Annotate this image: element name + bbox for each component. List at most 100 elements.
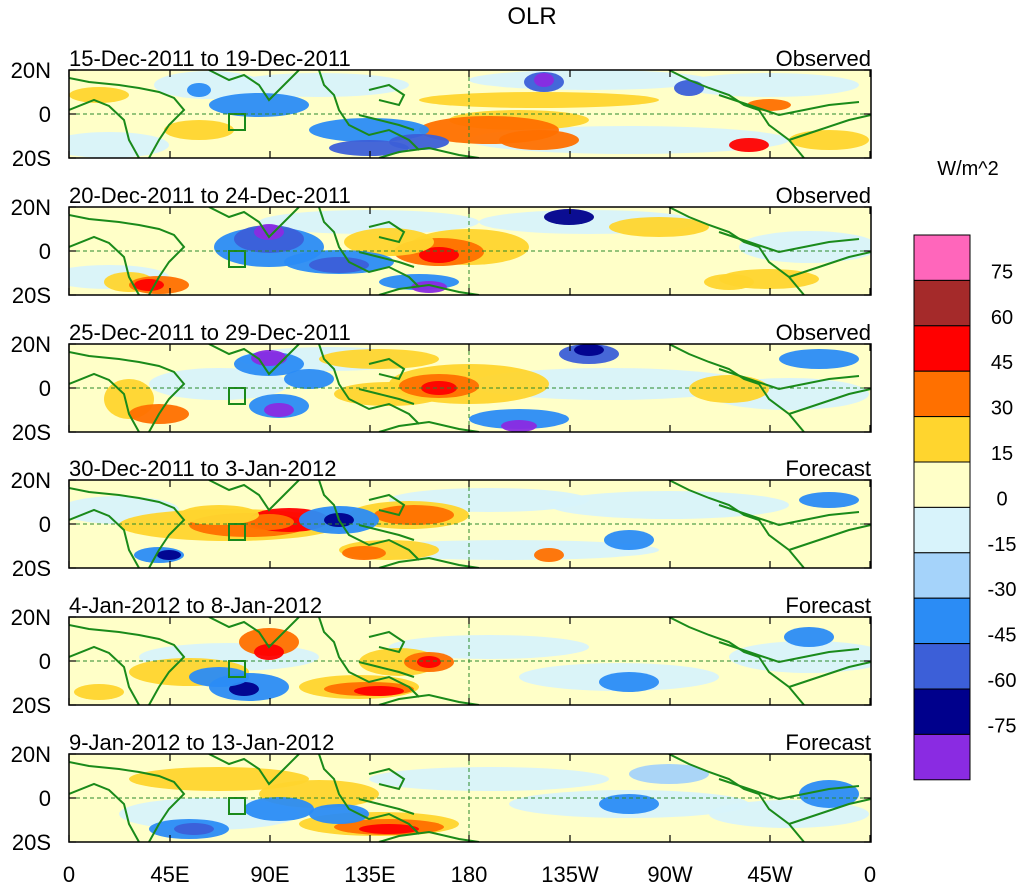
panel-kind: Forecast: [785, 730, 871, 755]
anomaly-contour: [679, 73, 859, 97]
coastline: [788, 388, 871, 415]
anomaly-contour: [604, 530, 654, 550]
anomaly-contour: [134, 279, 164, 291]
coastline: [368, 767, 406, 791]
lat-label: 0: [39, 649, 51, 674]
lat-label: 0: [39, 786, 51, 811]
anomaly-contour: [689, 375, 769, 403]
anomaly-contour: [417, 656, 441, 668]
coastline: [668, 70, 805, 158]
lat-label: 20N: [11, 195, 51, 220]
map-area: [69, 617, 871, 705]
coastline: [368, 220, 406, 244]
panel-2: 20-Dec-2011 to 24-Dec-2011 Observed 20N 0 20…: [11, 183, 872, 308]
panel-date-range: 9-Jan-2012 to 13-Jan-2012: [69, 730, 334, 755]
anomaly-contour: [179, 505, 259, 525]
coastline: [318, 344, 420, 425]
lon-label: 45W: [747, 862, 792, 887]
coastline: [378, 146, 480, 158]
anomaly-contour: [359, 540, 659, 560]
anomaly-contour: [799, 492, 859, 508]
lat-label: 20S: [12, 556, 51, 581]
coastline: [358, 388, 415, 405]
lon-label: 0: [63, 862, 75, 887]
coastline: [378, 693, 480, 705]
lat-label: 20S: [12, 693, 51, 718]
anomaly-contour: [389, 134, 449, 150]
anomaly-contour: [309, 804, 369, 824]
anomaly-contour: [157, 550, 181, 560]
anomaly-contour: [704, 274, 754, 290]
anomaly-contour: [629, 764, 709, 784]
colorbar-swatch: [913, 552, 971, 599]
anomaly-contour: [129, 767, 309, 791]
anomaly-contour: [329, 140, 409, 156]
lat-label: 0: [39, 102, 51, 127]
coastline: [788, 798, 871, 825]
colorbar-label: -15: [988, 534, 1017, 556]
lat-label: 20N: [11, 58, 51, 83]
coastline: [318, 480, 420, 561]
panel-date-range: 20-Dec-2011 to 24-Dec-2011: [69, 183, 351, 208]
coastline: [378, 830, 480, 842]
coastline: [718, 368, 860, 391]
colorbar-swatch: [913, 733, 971, 781]
lat-label: 20S: [12, 283, 51, 308]
anomaly-contour: [209, 93, 309, 117]
colorbar-label: 30: [991, 398, 1013, 420]
anomaly-contour: [69, 87, 129, 103]
colorbar-label: 45: [991, 352, 1013, 374]
coastline: [69, 645, 140, 705]
coastline: [718, 641, 860, 664]
anomaly-contour: [499, 130, 579, 150]
colorbar-label: -75: [988, 715, 1017, 737]
coastline: [358, 798, 415, 815]
colorbar-swatch: [913, 416, 971, 463]
map-area: [69, 480, 871, 568]
anomaly-contour: [264, 403, 294, 417]
coastline: [358, 661, 415, 678]
anomaly-contour: [254, 224, 284, 240]
anomaly-contour: [419, 92, 659, 108]
coastline: [358, 524, 415, 541]
map-area: [69, 754, 871, 842]
lon-label: 45E: [150, 862, 189, 887]
anomaly-contour: [229, 682, 259, 696]
coastline: [69, 214, 186, 295]
coastline: [668, 207, 805, 295]
colorbar-label: 15: [991, 443, 1013, 465]
colorbar-swatch: [913, 370, 971, 418]
panel-kind: Observed: [776, 46, 871, 71]
coastline: [368, 357, 406, 381]
anomaly-contour: [239, 628, 299, 656]
coastline: [318, 70, 420, 151]
lon-label: 180: [451, 862, 488, 887]
anomaly-contour: [534, 548, 564, 562]
anomaly-contour: [674, 80, 704, 96]
anomaly-contour: [259, 210, 479, 234]
coastline: [788, 524, 871, 551]
lat-label: 0: [39, 239, 51, 264]
colorbar-swatch: [913, 279, 971, 327]
lat-label: 20N: [11, 742, 51, 767]
anomaly-contour: [342, 546, 386, 560]
coastline: [718, 94, 860, 117]
anomaly-contour: [187, 83, 211, 97]
coastline: [368, 493, 406, 517]
coastline: [208, 70, 300, 102]
coastline: [368, 630, 406, 654]
panel-date-range: 4-Jan-2012 to 8-Jan-2012: [69, 593, 322, 618]
coastline: [69, 77, 186, 158]
anomaly-contour: [254, 644, 284, 660]
lat-label: 20S: [12, 420, 51, 445]
anomaly-contour: [149, 368, 289, 400]
panel-4: 30-Dec-2011 to 3-Jan-2012 Forecast 20N 0 20S: [11, 456, 872, 581]
colorbar-label: 0: [996, 488, 1007, 510]
colorbar-swatch: [913, 461, 971, 508]
coastline: [668, 344, 805, 432]
coastline: [208, 754, 300, 786]
coastline: [358, 114, 415, 131]
colorbar-label: -45: [988, 625, 1017, 647]
coastline: [378, 283, 480, 295]
anomaly-contour: [501, 420, 537, 432]
